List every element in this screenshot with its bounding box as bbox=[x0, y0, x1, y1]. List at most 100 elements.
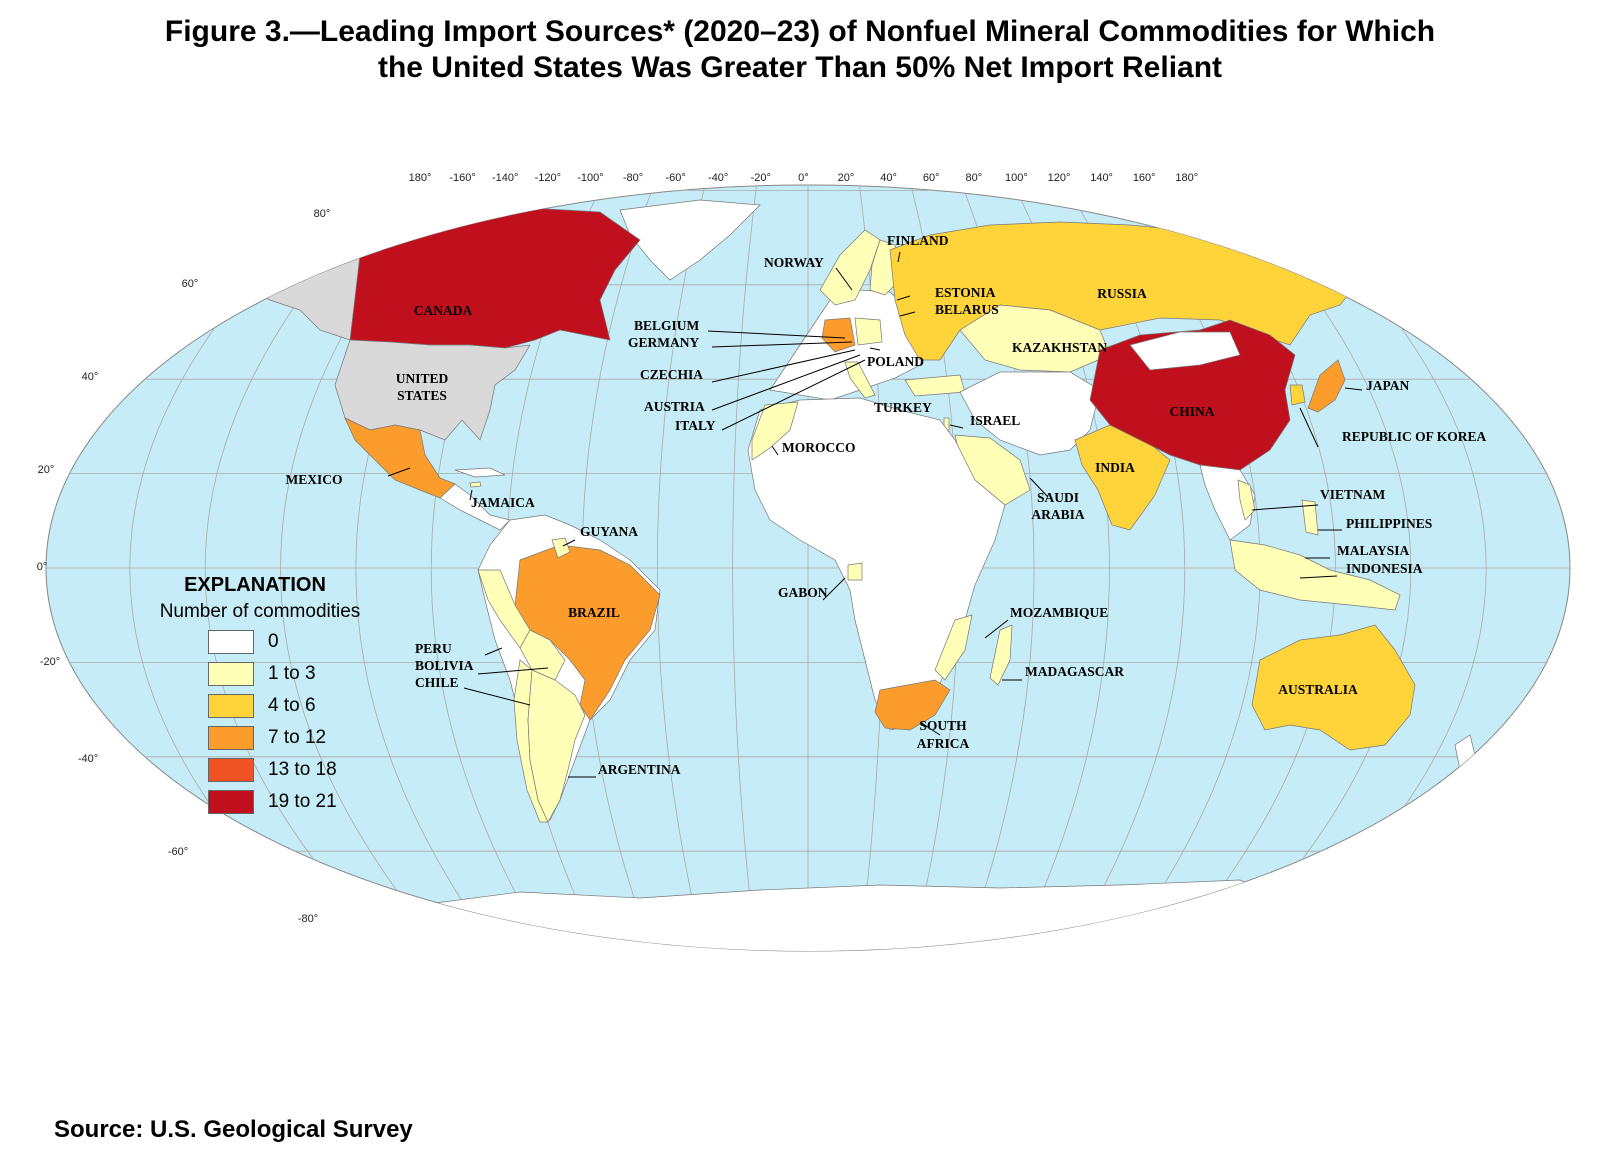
leader-line bbox=[897, 251, 901, 263]
longitude-tick-label: -120° bbox=[535, 172, 561, 184]
country-label: GERMANY bbox=[628, 335, 699, 350]
legend-label: 13 to 18 bbox=[268, 759, 337, 780]
mozambique-shape bbox=[934, 614, 973, 681]
leader-line bbox=[707, 330, 846, 339]
label-leader-lines bbox=[387, 251, 1363, 778]
longitude-tick-label: -80° bbox=[623, 172, 643, 184]
cuba-shape bbox=[454, 467, 506, 478]
country-label: GABON bbox=[778, 585, 828, 600]
leader-line bbox=[984, 619, 1009, 639]
country-label: GUYANA bbox=[580, 524, 638, 539]
leader-line bbox=[484, 647, 503, 656]
longitude-tick-label: 140° bbox=[1090, 172, 1113, 184]
leader-line bbox=[1299, 407, 1319, 448]
legend-swatch bbox=[208, 694, 254, 718]
leader-line bbox=[469, 489, 473, 501]
legend-swatch bbox=[208, 726, 254, 750]
country-label: BELARUS bbox=[935, 302, 999, 317]
longitude-tick-label: 0° bbox=[798, 172, 809, 184]
guyana-shape bbox=[551, 537, 571, 559]
country-label: CHILE bbox=[415, 675, 459, 690]
philippines-shape bbox=[1301, 499, 1319, 536]
source-note: Source: U.S. Geological Survey bbox=[54, 1116, 413, 1143]
leader-line bbox=[562, 539, 576, 547]
figure-title: Figure 3.—Leading Import Sources* (2020–… bbox=[140, 14, 1460, 86]
longitude-tick-label: 60° bbox=[923, 172, 940, 184]
country-label: SAUDI bbox=[1037, 490, 1079, 505]
country-label: POLAND bbox=[867, 354, 924, 369]
legend-label: 1 to 3 bbox=[268, 663, 316, 684]
legend-label: 19 to 21 bbox=[268, 791, 337, 812]
leader-line bbox=[711, 349, 856, 383]
country-label: STATES bbox=[397, 388, 447, 403]
longitude-tick-label: 180° bbox=[409, 172, 432, 184]
leader-line bbox=[822, 577, 846, 601]
country-label: REPUBLIC OF KOREA bbox=[1342, 429, 1487, 444]
legend-item: 19 to 21 bbox=[208, 789, 380, 815]
country-label: BOLIVIA bbox=[415, 658, 474, 673]
germany-shape bbox=[821, 317, 856, 353]
country-label: FINLAND bbox=[887, 233, 949, 248]
meridian-line bbox=[732, 185, 758, 951]
legend-item: 1 to 3 bbox=[208, 661, 380, 687]
japan-shape bbox=[1307, 359, 1346, 413]
leader-line bbox=[721, 359, 866, 431]
country-label: ISRAEL bbox=[970, 413, 1020, 428]
longitude-tick-label: 100° bbox=[1005, 172, 1028, 184]
leader-line bbox=[899, 311, 916, 317]
leader-line bbox=[1299, 575, 1338, 579]
gabon-shape bbox=[847, 562, 863, 581]
south-africa-shape bbox=[874, 679, 951, 731]
argentina-shape bbox=[527, 669, 586, 823]
country-label: BELGIUM bbox=[634, 318, 700, 333]
country-label: CZECHIA bbox=[640, 367, 703, 382]
legend-item: 13 to 18 bbox=[208, 757, 380, 783]
country-label: CANADA bbox=[414, 303, 473, 318]
latitude-tick-label: 0° bbox=[37, 561, 48, 573]
country-label: RUSSIA bbox=[1097, 286, 1147, 301]
title-line-2: the United States Was Greater Than 50% N… bbox=[377, 51, 1223, 84]
longitude-tick-label: 180° bbox=[1175, 172, 1198, 184]
country-label: JAMAICA bbox=[471, 495, 535, 510]
jamaica-shape bbox=[469, 481, 482, 488]
country-label: INDONESIA bbox=[1346, 561, 1423, 576]
longitude-tick-label: -60° bbox=[665, 172, 685, 184]
legend-swatch bbox=[208, 758, 254, 782]
country-label: MOROCCO bbox=[782, 440, 856, 455]
country-label: AFRICA bbox=[917, 736, 970, 751]
australia-shape bbox=[1251, 624, 1416, 751]
country-label: MEXICO bbox=[286, 472, 343, 487]
country-label: BRAZIL bbox=[568, 605, 620, 620]
legend-label: 4 to 6 bbox=[268, 695, 316, 716]
leader-line bbox=[771, 445, 779, 456]
country-label: PHILIPPINES bbox=[1346, 516, 1432, 531]
country-label: ARGENTINA bbox=[598, 762, 681, 777]
longitude-tick-label: 160° bbox=[1133, 172, 1156, 184]
legend-items: 0 1 to 3 4 to 6 7 to 12 13 to 18 19 to 21 bbox=[140, 629, 380, 815]
malaysia-indonesia-shape bbox=[1229, 539, 1401, 611]
leader-line bbox=[919, 721, 941, 736]
longitude-tick-label: -40° bbox=[708, 172, 728, 184]
leader-line bbox=[835, 267, 853, 291]
legend: EXPLANATION Number of commodities 0 1 to … bbox=[140, 574, 380, 815]
country-label: ARABIA bbox=[1031, 507, 1085, 522]
country-label: ESTONIA bbox=[935, 285, 996, 300]
leader-line bbox=[1029, 477, 1049, 498]
canada-shape bbox=[344, 207, 641, 349]
country-label: JAPAN bbox=[1366, 378, 1409, 393]
legend-swatch bbox=[208, 662, 254, 686]
vietnam-shape bbox=[1237, 479, 1256, 521]
country-label: SOUTH bbox=[919, 718, 967, 733]
country-label: NORWAY bbox=[764, 255, 824, 270]
country-label: VIETNAM bbox=[1320, 487, 1386, 502]
leader-line bbox=[1251, 504, 1319, 511]
italy-shape bbox=[844, 361, 876, 399]
country-label: INDIA bbox=[1095, 460, 1135, 475]
madagascar-shape bbox=[989, 624, 1013, 686]
country-label: MOZAMBIQUE bbox=[1010, 605, 1108, 620]
country-label: AUSTRIA bbox=[644, 399, 705, 414]
latitude-tick-label: 80° bbox=[314, 208, 331, 220]
longitude-tick-label: -100° bbox=[577, 172, 603, 184]
longitude-tick-label: 20° bbox=[838, 172, 855, 184]
